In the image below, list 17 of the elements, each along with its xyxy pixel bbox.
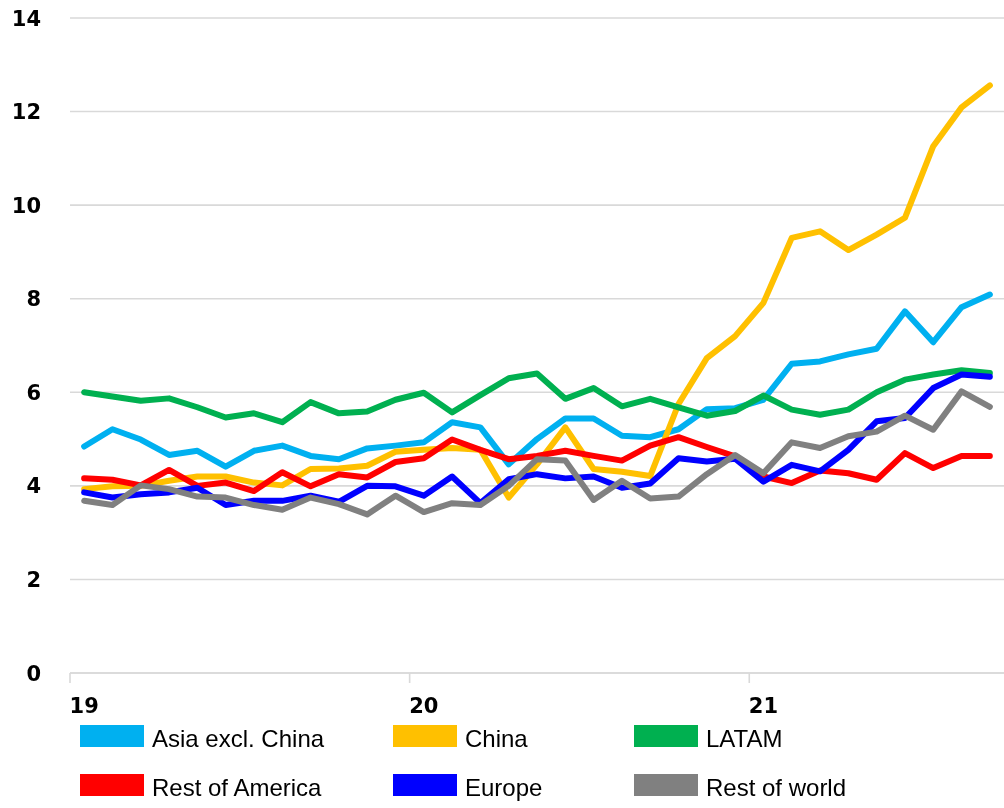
y-tick-label: 8 xyxy=(26,287,41,312)
y-tick-label: 6 xyxy=(26,380,41,405)
x-tick-label: 19 xyxy=(69,694,99,718)
y-tick-label: 2 xyxy=(26,567,41,592)
legend-label: Rest of world xyxy=(706,774,847,801)
legend-label: LATAM xyxy=(706,725,783,752)
legend-label: China xyxy=(465,725,529,752)
y-tick-label: 0 xyxy=(26,661,41,686)
y-tick-label: 12 xyxy=(11,100,41,125)
y-tick-label: 10 xyxy=(11,193,41,218)
legend-label: Europe xyxy=(465,774,543,801)
legend-label: Asia excl. China xyxy=(152,725,325,752)
x-tick-label: 21 xyxy=(748,694,779,718)
legend-label: Rest of America xyxy=(152,774,323,801)
x-tick-label: 20 xyxy=(409,694,439,718)
y-tick-label: 14 xyxy=(11,6,41,31)
y-tick-label: 4 xyxy=(26,474,41,499)
